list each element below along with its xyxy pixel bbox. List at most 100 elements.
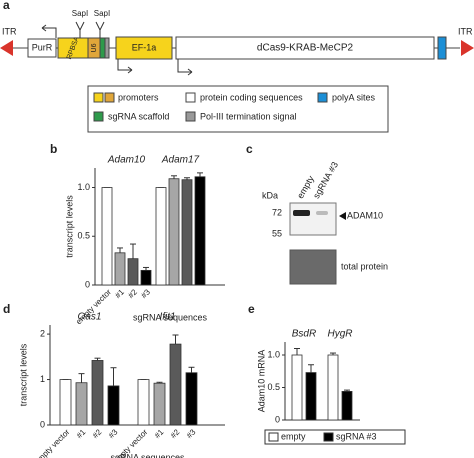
- bar-label: #3: [185, 427, 198, 440]
- legend-label: polyA sites: [332, 92, 376, 102]
- bar: [127, 258, 139, 286]
- bar: [185, 372, 198, 426]
- y-tick-label: 0: [275, 414, 280, 424]
- site-mark: [75, 21, 105, 38]
- y-axis-label: Adam10 mRNA: [256, 350, 266, 413]
- x-axis-label: sgRNA sequences: [110, 452, 185, 458]
- legend-label: empty: [281, 431, 306, 441]
- group-label: Adam10: [107, 155, 146, 166]
- blot-label: total protein: [341, 261, 388, 271]
- promoter-box: [115, 36, 173, 60]
- bar-label: #3: [139, 287, 152, 300]
- cds-box: [175, 36, 435, 60]
- element-label: EF-1a: [132, 42, 157, 52]
- band-label: ADAM10: [347, 210, 383, 220]
- legend-swatch: [93, 111, 104, 122]
- marker-label: 72: [272, 207, 282, 217]
- bar-label: #2: [169, 427, 182, 440]
- legend-swatch: [104, 92, 115, 103]
- scaffold: [99, 37, 106, 59]
- legend-label: sgRNA #3: [336, 431, 377, 441]
- panel-letter: d: [3, 302, 10, 316]
- legend-label: sgRNA scaffold: [108, 111, 169, 121]
- bar: [305, 372, 317, 421]
- y-axis-label: transcript levels: [64, 195, 74, 258]
- legend-swatch: [93, 92, 104, 103]
- panel-letter: a: [3, 0, 10, 12]
- bar-label: #2: [91, 427, 104, 440]
- bar: [137, 379, 150, 426]
- site-label: SapI: [72, 9, 88, 18]
- bar: [107, 385, 120, 426]
- group-label: HygR: [327, 329, 352, 340]
- y-tick-label: 0: [40, 419, 45, 429]
- legend-swatch: [317, 92, 328, 103]
- site-label: SapI: [94, 9, 110, 18]
- bar: [114, 252, 126, 286]
- panel-letter: c: [246, 142, 253, 156]
- group-label: BsdR: [292, 329, 316, 340]
- bar: [59, 379, 72, 426]
- bar-label: #1: [113, 287, 126, 300]
- bar: [101, 187, 113, 286]
- bar-label: #1: [75, 427, 88, 440]
- legend-box: [87, 85, 389, 133]
- itr: [0, 40, 13, 56]
- element-label: PurR: [32, 42, 53, 52]
- bar: [291, 354, 303, 421]
- bar: [169, 343, 182, 426]
- bar-label: #1: [153, 427, 166, 440]
- blot: [289, 202, 337, 236]
- bar: [194, 176, 206, 286]
- purr-box: [27, 38, 57, 58]
- terminator: [104, 37, 110, 59]
- bar: [168, 178, 180, 286]
- bar: [181, 179, 193, 286]
- bar: [341, 390, 353, 421]
- panel-letter: e: [248, 302, 255, 316]
- panel-letter: b: [50, 142, 57, 156]
- kda-label: kDa: [262, 190, 278, 200]
- bar: [327, 354, 339, 421]
- legend-label: Pol-III termination signal: [200, 111, 297, 121]
- polya: [437, 36, 447, 60]
- legend-swatch: [185, 92, 196, 103]
- legend-swatch: [268, 432, 279, 442]
- band-arrow: [339, 212, 346, 220]
- legend-swatch: [185, 111, 196, 122]
- bar: [75, 382, 88, 426]
- group-label: Ifit1: [159, 312, 175, 323]
- arrow: [177, 59, 193, 76]
- bar-label: empty vector: [33, 427, 72, 458]
- group-label: Adam17: [161, 155, 200, 166]
- y-tick-label: 0.5: [267, 382, 280, 392]
- band: [316, 211, 328, 215]
- y-tick-label: 0.5: [77, 231, 90, 241]
- marker-label: 55: [272, 228, 282, 238]
- total-protein-blot: [289, 249, 337, 285]
- y-axis-label: transcript levels: [18, 343, 28, 406]
- bar: [153, 382, 166, 426]
- y-tick-label: 1.0: [267, 349, 280, 359]
- group-label: Oas1: [78, 312, 102, 323]
- bar: [91, 360, 104, 426]
- legend-swatch: [323, 432, 334, 442]
- y-tick-label: 2: [40, 328, 45, 338]
- x-axis-label: sgRNA sequences: [133, 312, 208, 322]
- element-label: dCas9-KRAB-MeCP2: [257, 43, 354, 54]
- lane-label: sgRNA #3: [311, 160, 340, 200]
- legend-label: promoters: [118, 92, 159, 102]
- arrow: [117, 59, 133, 74]
- arrow: [41, 24, 57, 38]
- legend-label: protein coding sequences: [200, 92, 303, 102]
- legend-box: [264, 429, 406, 445]
- bar-label: #3: [107, 427, 120, 440]
- band: [293, 210, 310, 216]
- itr-label: ITR: [2, 26, 17, 36]
- bar: [140, 269, 152, 286]
- y-tick-label: 1: [40, 374, 45, 384]
- element-label: U6: [91, 43, 98, 52]
- bar: [155, 187, 167, 286]
